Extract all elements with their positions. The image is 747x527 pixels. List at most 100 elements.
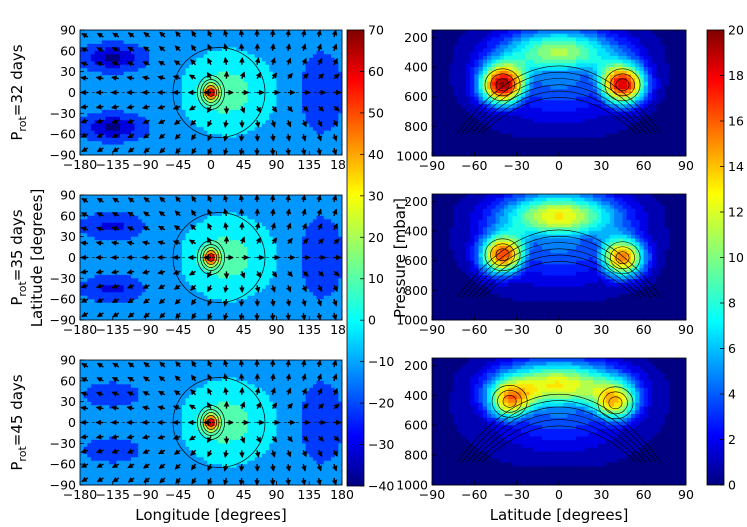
heat-cell — [182, 68, 186, 72]
heat-cell — [196, 244, 200, 248]
heat-cell — [167, 79, 171, 83]
heat-cell — [138, 261, 142, 265]
heat-cell — [95, 58, 99, 62]
heat-cell — [186, 99, 190, 103]
heat-cell — [80, 303, 84, 307]
heat-cell — [266, 278, 270, 282]
heat-cell — [280, 219, 284, 223]
heat-cell — [291, 264, 295, 268]
heat-cell — [215, 110, 219, 114]
heat-cell — [196, 275, 200, 279]
heat-cell — [120, 251, 124, 255]
heat-cell — [95, 296, 99, 300]
heat-cell — [153, 124, 157, 128]
heat-cell — [226, 205, 230, 209]
heat-cell — [113, 296, 117, 300]
heat-cell — [295, 282, 299, 286]
heat-cell — [291, 282, 295, 286]
heat-cell — [146, 306, 150, 310]
heat-cell — [196, 47, 200, 51]
heat-cell — [138, 278, 142, 282]
heat-cell — [200, 233, 204, 237]
heat-cell — [236, 271, 240, 275]
heat-cell — [266, 44, 270, 48]
heat-cell — [229, 72, 233, 76]
heat-cell — [244, 51, 248, 55]
heat-cell — [240, 99, 244, 103]
heat-cell — [167, 138, 171, 142]
heat-cell — [135, 268, 139, 272]
heat-cell — [298, 54, 302, 58]
heat-cell — [153, 110, 157, 114]
heat-cell — [211, 44, 215, 48]
heat-cell — [233, 292, 237, 296]
heat-cell — [95, 275, 99, 279]
heat-cell — [280, 145, 284, 149]
heat-cell — [226, 230, 230, 234]
heat-cell — [98, 86, 102, 90]
heat-cell — [91, 106, 95, 110]
heat-cell — [167, 251, 171, 255]
heat-cell — [258, 131, 262, 135]
heat-cell — [135, 275, 139, 279]
heat-cell — [273, 33, 277, 37]
heat-cell — [295, 33, 299, 37]
heat-cell — [146, 86, 150, 90]
heat-cell — [164, 110, 168, 114]
heat-cell — [262, 44, 266, 48]
heat-cell — [135, 47, 139, 51]
heat-cell — [124, 103, 128, 107]
heat-cell — [124, 72, 128, 76]
heat-cell — [120, 86, 124, 90]
heat-cell — [207, 278, 211, 282]
heat-cell — [156, 244, 160, 248]
heat-cell — [124, 212, 128, 216]
heat-cell — [251, 75, 255, 79]
heat-cell — [215, 61, 219, 65]
heat-cell — [156, 51, 160, 55]
heat-cell — [98, 131, 102, 135]
heat-cell — [153, 40, 157, 44]
heat-cell — [218, 292, 222, 296]
heat-cell — [251, 310, 255, 314]
heat-cell — [120, 134, 124, 138]
heat-cell — [164, 292, 168, 296]
heat-cell — [218, 202, 222, 206]
heat-cell — [160, 278, 164, 282]
heat-cell — [266, 237, 270, 241]
heat-cell — [244, 68, 248, 72]
heat-cell — [244, 117, 248, 121]
heat-cell — [124, 230, 128, 234]
heat-cell — [236, 40, 240, 44]
heat-cell — [156, 247, 160, 251]
heat-cell — [258, 134, 262, 138]
heat-cell — [109, 237, 113, 241]
heat-cell — [124, 271, 128, 275]
heat-cell — [277, 198, 281, 202]
heat-cell — [284, 127, 288, 131]
heat-cell — [269, 230, 273, 234]
heat-cell — [233, 44, 237, 48]
heat-cell — [262, 37, 266, 41]
heat-cell — [251, 261, 255, 265]
heat-cell — [298, 103, 302, 107]
heat-cell — [331, 65, 335, 69]
heat-cell — [291, 230, 295, 234]
heat-cell — [295, 313, 299, 317]
heat-cell — [127, 223, 131, 227]
heat-cell — [240, 79, 244, 83]
heat-cell — [196, 198, 200, 202]
heat-cell — [266, 138, 270, 142]
heat-cell — [182, 79, 186, 83]
heat-cell — [80, 282, 84, 286]
heat-cell — [153, 75, 157, 79]
heat-cell — [207, 145, 211, 149]
heat-cell — [236, 306, 240, 310]
heat-cell — [335, 65, 339, 69]
heat-cell — [113, 275, 117, 279]
heat-cell — [211, 289, 215, 293]
heat-cell — [277, 131, 281, 135]
heat-cell — [193, 40, 197, 44]
heat-cell — [160, 310, 164, 314]
heat-cell — [207, 216, 211, 220]
